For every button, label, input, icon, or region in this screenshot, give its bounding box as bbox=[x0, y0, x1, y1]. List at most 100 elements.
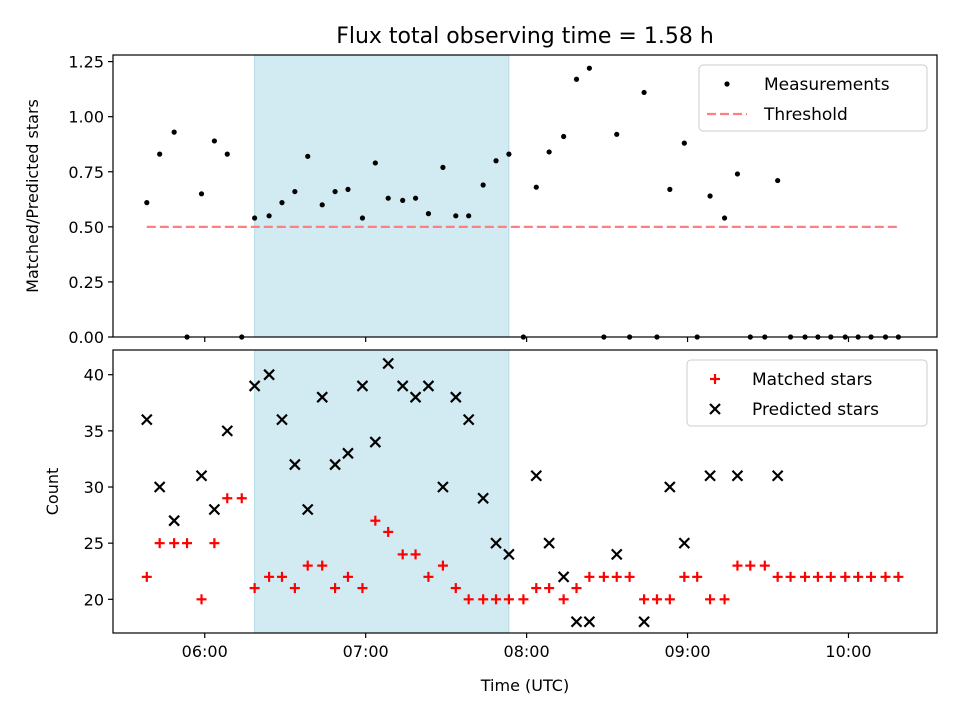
bottom-panel: 20 25 30 35 40 06:00 07:00 08:00 09:00 10:00 Count… bbox=[43, 349, 938, 661]
bottom-series-0-point-28 bbox=[518, 594, 529, 605]
x-tick-label-1: 07:00 bbox=[343, 642, 389, 661]
bottom-series-0-point-48 bbox=[785, 571, 796, 582]
bottom-series-0-point-24 bbox=[463, 594, 474, 605]
bottom-series-1-point-1 bbox=[153, 481, 166, 493]
bottom-series-0-point-22 bbox=[437, 560, 448, 571]
bottom-series-1-point-7 bbox=[263, 368, 275, 381]
bottom-legend-swatch-1 bbox=[709, 403, 721, 415]
bottom-series-1-point-11 bbox=[316, 391, 328, 403]
bottom-series-1-point-36 bbox=[731, 469, 744, 482]
bottom-series-0-point-17 bbox=[370, 515, 381, 526]
bottom-series-0-point-29 bbox=[531, 583, 542, 594]
top-series-0-point-21 bbox=[425, 211, 432, 217]
bottom-series-0-point-34 bbox=[598, 571, 609, 582]
top-series-0-point-37 bbox=[641, 89, 647, 96]
bottom-legend-swatch-0 bbox=[710, 374, 720, 384]
top-series-0-point-39 bbox=[667, 186, 673, 192]
bottom-series-1-point-24 bbox=[490, 537, 502, 549]
bottom-series-1-point-9 bbox=[289, 458, 301, 471]
top-series-0-point-2 bbox=[171, 129, 177, 135]
top-series-0-point-32 bbox=[573, 76, 580, 82]
top-series-0-point-47 bbox=[775, 177, 781, 184]
bottom-series-0-point-19 bbox=[397, 549, 408, 560]
top-series-0-point-43 bbox=[721, 215, 728, 221]
bottom-series-1-point-0 bbox=[141, 413, 153, 426]
top-series-0-point-40 bbox=[681, 140, 687, 146]
bottom-y-axis-label: Count bbox=[43, 468, 62, 516]
bottom-series-0-point-20 bbox=[410, 549, 421, 560]
bottom-y-tick-label-0: 20 bbox=[84, 590, 104, 609]
bottom-series-0-point-54 bbox=[866, 571, 877, 582]
bottom-series-0-point-18 bbox=[383, 526, 394, 537]
bottom-series-1-point-6 bbox=[248, 380, 261, 392]
bottom-series-0-point-46 bbox=[759, 560, 770, 571]
bottom-series-0-point-49 bbox=[800, 571, 811, 582]
bottom-series-0-point-13 bbox=[317, 560, 328, 571]
bottom-series-0-point-6 bbox=[222, 493, 233, 504]
bottom-series-0-point-15 bbox=[342, 571, 353, 582]
bottom-series-1-point-3 bbox=[195, 469, 208, 482]
bottom-series-1-point-33 bbox=[664, 481, 676, 493]
bottom-y-tick-label-4: 40 bbox=[84, 366, 104, 385]
top-series-0-point-19 bbox=[400, 197, 406, 204]
chart-title: Flux total observing time = 1.58 h bbox=[336, 24, 714, 49]
bottom-series-1-point-31 bbox=[610, 548, 623, 561]
bottom-series-0-point-14 bbox=[330, 583, 341, 594]
bottom-series-0-point-32 bbox=[571, 583, 582, 594]
bottom-series-0-point-45 bbox=[745, 560, 756, 571]
top-series-0-point-11 bbox=[292, 188, 298, 195]
top-series-0-point-18 bbox=[385, 195, 391, 201]
top-series-0-point-42 bbox=[707, 193, 713, 199]
top-y-tick-label-2: 0.50 bbox=[68, 218, 104, 237]
bottom-series-1-point-21 bbox=[450, 391, 462, 403]
bottom-series-1-point-15 bbox=[369, 436, 382, 448]
bottom-series-0-point-33 bbox=[584, 571, 595, 582]
bottom-series-1-point-19 bbox=[422, 380, 435, 392]
bottom-series-0-point-26 bbox=[491, 594, 502, 605]
top-panel: 0.00 0.25 0.50 0.75 1.00 1.25 Matched/Predicte… bbox=[23, 53, 938, 347]
bottom-series-0-point-44 bbox=[732, 560, 743, 571]
top-series-0-point-44 bbox=[734, 171, 741, 177]
top-series-0-point-5 bbox=[211, 138, 217, 144]
bottom-series-0-point-55 bbox=[880, 571, 891, 582]
top-series-0-point-17 bbox=[372, 160, 378, 166]
bottom-plot-frame bbox=[112, 349, 938, 634]
top-y-tick-label-0: 0.00 bbox=[68, 328, 104, 347]
top-y-axis-label: Matched/Predicted stars bbox=[23, 99, 42, 293]
top-legend-swatch-0 bbox=[724, 81, 730, 87]
bottom-series-0-point-1 bbox=[154, 538, 165, 549]
top-series-0-point-26 bbox=[493, 158, 499, 164]
top-series-0-point-23 bbox=[453, 213, 459, 219]
bottom-series-1-point-2 bbox=[168, 514, 180, 527]
bottom-legend-box bbox=[686, 359, 928, 427]
bottom-series-1-point-30 bbox=[583, 615, 596, 628]
bottom-series-0-point-36 bbox=[624, 571, 635, 582]
top-series-0-point-13 bbox=[319, 202, 325, 208]
top-series-0-point-29 bbox=[533, 184, 539, 190]
top-series-0-point-27 bbox=[506, 151, 512, 157]
top-series-0-point-20 bbox=[412, 195, 419, 201]
bottom-series-0-point-11 bbox=[289, 583, 300, 594]
top-series-0-point-6 bbox=[224, 151, 230, 157]
top-plot-frame bbox=[112, 54, 938, 338]
bottom-y-tick-label-1: 25 bbox=[84, 534, 104, 553]
top-legend-label-1: Threshold bbox=[763, 105, 848, 125]
top-series-0-point-31 bbox=[561, 133, 567, 140]
top-series-0-point-25 bbox=[480, 182, 486, 188]
bottom-series-1-point-10 bbox=[301, 503, 314, 516]
top-series-0-point-30 bbox=[546, 149, 552, 155]
bottom-series-1-point-12 bbox=[329, 458, 341, 471]
top-series-0-point-0 bbox=[144, 200, 150, 206]
bottom-series-0-point-4 bbox=[196, 594, 207, 605]
top-series-0-point-10 bbox=[279, 200, 285, 206]
bottom-series-0-point-5 bbox=[209, 538, 220, 549]
bottom-series-1-point-23 bbox=[477, 492, 489, 505]
bottom-series-0-point-23 bbox=[450, 583, 461, 594]
bottom-y-tick-label-2: 30 bbox=[84, 478, 104, 497]
bottom-series-1-point-35 bbox=[704, 469, 716, 482]
top-legend-box bbox=[698, 64, 928, 132]
top-legend-label-0: Measurements bbox=[764, 75, 890, 95]
bottom-series-1-point-4 bbox=[208, 503, 221, 516]
bottom-series-0-point-25 bbox=[478, 594, 489, 605]
